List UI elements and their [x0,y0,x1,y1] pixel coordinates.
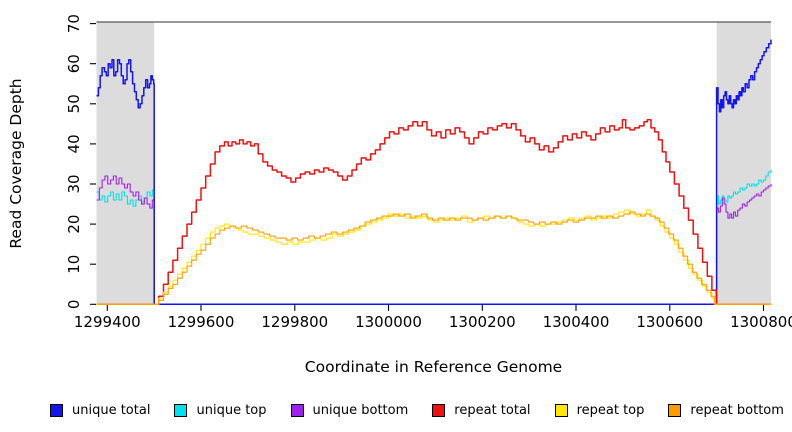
shaded-regions [96,22,771,305]
y-axis-title: Read Coverage Depth [7,78,25,248]
legend-swatch-repeat-top [554,403,568,417]
y-tick-label: 50 [65,94,83,113]
shaded-region [716,22,771,305]
x-tick-label: 1300800 [730,313,792,331]
x-tick-label: 1300200 [449,313,516,331]
legend-item-repeat-bottom: repeat bottom [668,402,784,418]
legend-item-unique-bottom: unique bottom [290,402,409,418]
series-repeat-bottom [96,211,771,305]
shaded-region [96,22,155,305]
series-repeat-total [96,119,771,306]
legend-item-unique-total: unique total [50,402,151,418]
legend-item-repeat-top: repeat top [554,402,645,418]
y-tick-label: 60 [65,54,83,73]
x-tick-label: 1299600 [168,313,235,331]
legend-swatch-unique-total [50,403,63,417]
legend-swatch-repeat-bottom [668,403,682,417]
x-tick-label: 1299400 [74,313,141,331]
data-series [96,39,772,306]
legend: unique total unique top unique bottom repea… [50,399,784,421]
y-tick-label: 20 [65,215,83,234]
series-unique-top [96,170,772,305]
series-unique-bottom [96,175,772,305]
legend-label: repeat bottom [690,402,784,418]
y-tick-label: 0 [65,300,83,310]
x-axis-title: Coordinate in Reference Genome [305,358,562,376]
x-tick-label: 1300400 [543,313,610,331]
axes: 1299400 1299600 1299800 1300000 1300200 13004… [65,14,792,331]
x-tick-label: 1300600 [636,313,703,331]
legend-label: unique total [72,402,151,418]
legend-label: repeat top [576,402,645,418]
legend-label: unique top [196,402,267,418]
y-tick-label: 10 [65,255,83,274]
legend-item-unique-top: unique top [174,402,267,418]
legend-label: unique bottom [312,402,409,418]
y-tick-label: 30 [65,174,83,193]
legend-swatch-unique-top [174,403,188,417]
series-unique-total [96,39,772,306]
legend-label: repeat total [454,402,531,418]
x-tick-label: 1300000 [355,313,422,331]
x-tick-label: 1299800 [261,313,328,331]
legend-swatch-repeat-total [432,403,446,417]
y-tick-label: 40 [65,134,83,153]
legend-swatch-unique-bottom [290,403,304,417]
y-tick-label: 70 [65,14,83,33]
legend-item-repeat-total: repeat total [432,402,531,418]
series-repeat-top [96,209,771,305]
